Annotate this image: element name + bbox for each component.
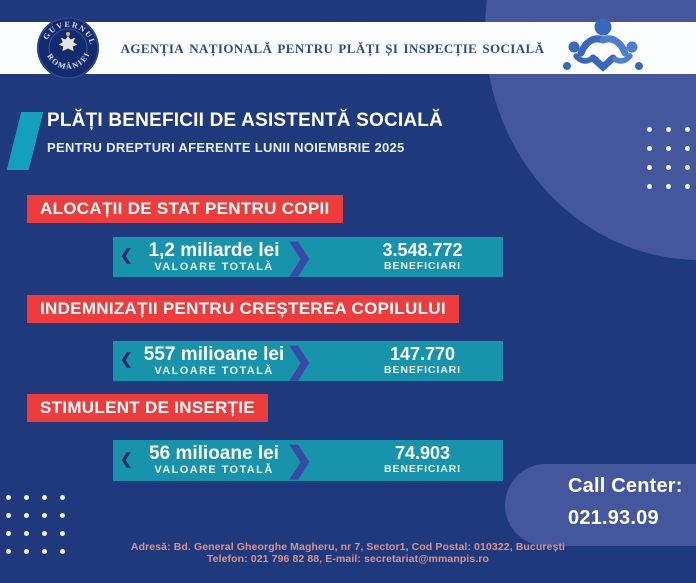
beneficiaries-count: 3.548.772: [382, 240, 463, 260]
chevron-left-icon: ❮: [120, 247, 133, 265]
chevron-right-icon: ❯: [285, 342, 314, 380]
page-subtitle: PENTRU DREPTURI AFERENTE LUNII NOIEMBRIE…: [47, 140, 405, 155]
footer-address-line: Adresă: Bd. General Gheorghe Magheru, nr…: [130, 541, 566, 553]
header-bar: GUVERNUL ROMÂNIEI Agenția Națională pent…: [0, 17, 696, 79]
total-value-label: VALOARE TOTALĂ: [154, 365, 274, 377]
value-block: 56 milioane lei VALOARE TOTALĂ: [134, 443, 294, 477]
anpis-people-icon: [563, 18, 643, 72]
beneficiaries-count: 74.903: [394, 443, 451, 463]
beneficiaries-block: 3.548.772 BENEFICIARI: [350, 241, 495, 273]
beneficiaries-block: 74.903 BENEFICIARI: [350, 444, 495, 476]
call-center-phone: 021.93.09: [568, 507, 659, 529]
call-center-panel: Call Center: 021.93.09: [505, 464, 696, 546]
call-center-label: Call Center:: [568, 475, 683, 497]
beneficiaries-block: 147.770 BENEFICIARI: [350, 345, 495, 377]
government-of-romania-logo-icon: GUVERNUL ROMÂNIEI: [37, 17, 99, 79]
beneficiaries-count: 147.770: [389, 344, 456, 364]
footer-contact-line: Telefon: 021 796 82 88, E-mail: secretar…: [206, 553, 490, 565]
total-value: 56 milioane lei: [149, 443, 279, 464]
chevron-left-icon: ❮: [120, 450, 133, 468]
section-banner-indemnizatii: INDEMNIZAȚII PENTRU CREȘTEREA COPILULUI: [27, 295, 459, 323]
agency-title: Agenția Națională pentru Plăți și Inspec…: [120, 37, 545, 58]
beneficiaries-label: BENEFICIARI: [384, 364, 461, 376]
value-block: 557 milioane lei VALOARE TOTALĂ: [134, 344, 294, 378]
footer-contact: Adresă: Bd. General Gheorghe Magheru, nr…: [0, 541, 696, 565]
decor-dots-bottom-left: [6, 495, 65, 554]
stat-bar-indemnizatii: ❮ 557 milioane lei VALOARE TOTALĂ ❯ 147.…: [113, 341, 503, 381]
value-block: 1,2 miliarde lei VALOARE TOTALĂ: [134, 240, 294, 274]
section-banner-alocatii-de-stat: ALOCAȚII DE STAT PENTRU COPII: [27, 195, 343, 223]
beneficiaries-label: BENEFICIARI: [384, 463, 461, 475]
stat-bar-stimulent: ❮ 56 milioane lei VALOARE TOTALĂ ❯ 74.90…: [113, 440, 503, 481]
total-value-label: VALOARE TOTALĂ: [154, 464, 274, 476]
total-value: 557 milioane lei: [143, 344, 285, 365]
total-value-label: VALOARE TOTALĂ: [154, 261, 274, 273]
beneficiaries-label: BENEFICIARI: [384, 260, 461, 272]
chevron-left-icon: ❮: [120, 351, 133, 369]
section-banner-stimulent: STIMULENT DE INSERȚIE: [27, 394, 269, 422]
title-slash-decor: [6, 112, 44, 170]
page-title: PLĂȚI BENEFICII DE ASISTENTĂ SOCIALĂ: [47, 110, 444, 131]
chevron-right-icon: ❯: [285, 238, 314, 276]
decor-dots-top-right: [647, 127, 690, 189]
chevron-right-icon: ❯: [285, 441, 314, 479]
stat-bar-alocatii-de-stat: ❮ 1,2 miliarde lei VALOARE TOTALĂ ❯ 3.54…: [113, 237, 503, 277]
total-value: 1,2 miliarde lei: [148, 240, 280, 261]
